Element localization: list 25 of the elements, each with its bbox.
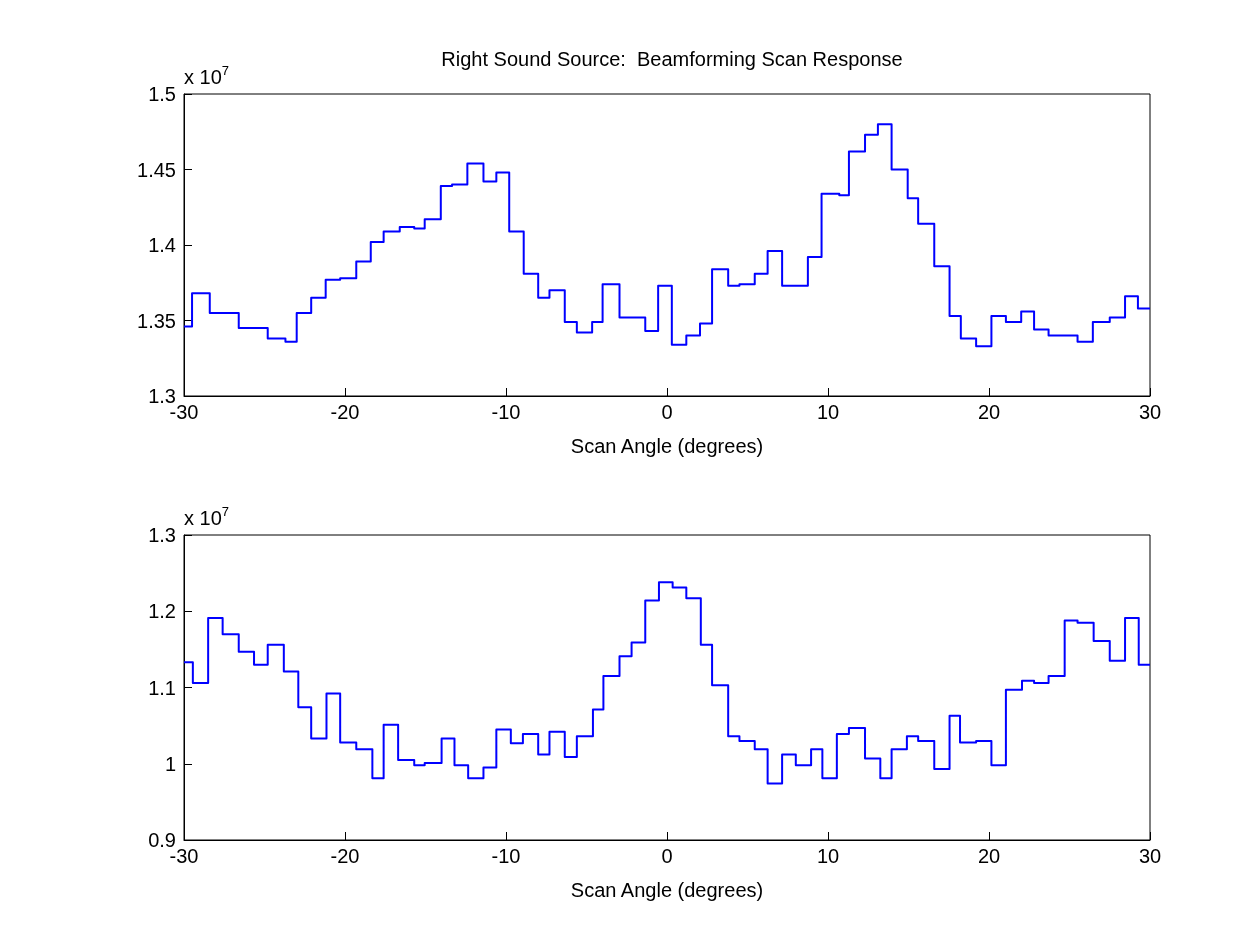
x-tick-label: 0 bbox=[661, 401, 673, 423]
x-tick-label: 0 bbox=[661, 845, 673, 867]
x-tick-label: -10 bbox=[491, 401, 521, 423]
x-tick-label: 20 bbox=[977, 845, 1001, 867]
chart-title: Right Sound Source: Beamforming Scan Response bbox=[441, 48, 903, 70]
x-tick-label: -10 bbox=[491, 845, 521, 867]
x-tick-label: 20 bbox=[977, 401, 1001, 423]
y-tick-label: 1 bbox=[164, 752, 176, 775]
y-tick-label: 1.35 bbox=[137, 309, 176, 332]
y-tick-label: 1.4 bbox=[148, 234, 176, 256]
x-tick-label: 10 bbox=[816, 401, 840, 423]
y-tick-label: 1.45 bbox=[137, 158, 176, 181]
x-axis-title: Scan Angle (degrees) bbox=[570, 435, 764, 457]
x-axis-title: Scan Angle (degrees) bbox=[570, 879, 764, 901]
x-tick-label: -20 bbox=[330, 845, 360, 867]
x-tick-label: 30 bbox=[1138, 845, 1162, 867]
y-tick-label: 1.2 bbox=[148, 600, 176, 623]
y-tick-label: 1.1 bbox=[148, 676, 176, 699]
x-tick-label: 10 bbox=[816, 845, 840, 867]
y-tick-label: 0.9 bbox=[148, 829, 176, 851]
y-tick-label: 1.3 bbox=[148, 524, 176, 546]
y-tick-label: 1.3 bbox=[148, 385, 176, 407]
y-tick-label: 1.5 bbox=[148, 83, 176, 105]
x-tick-label: 30 bbox=[1138, 401, 1162, 423]
x-tick-label: -20 bbox=[330, 401, 360, 423]
